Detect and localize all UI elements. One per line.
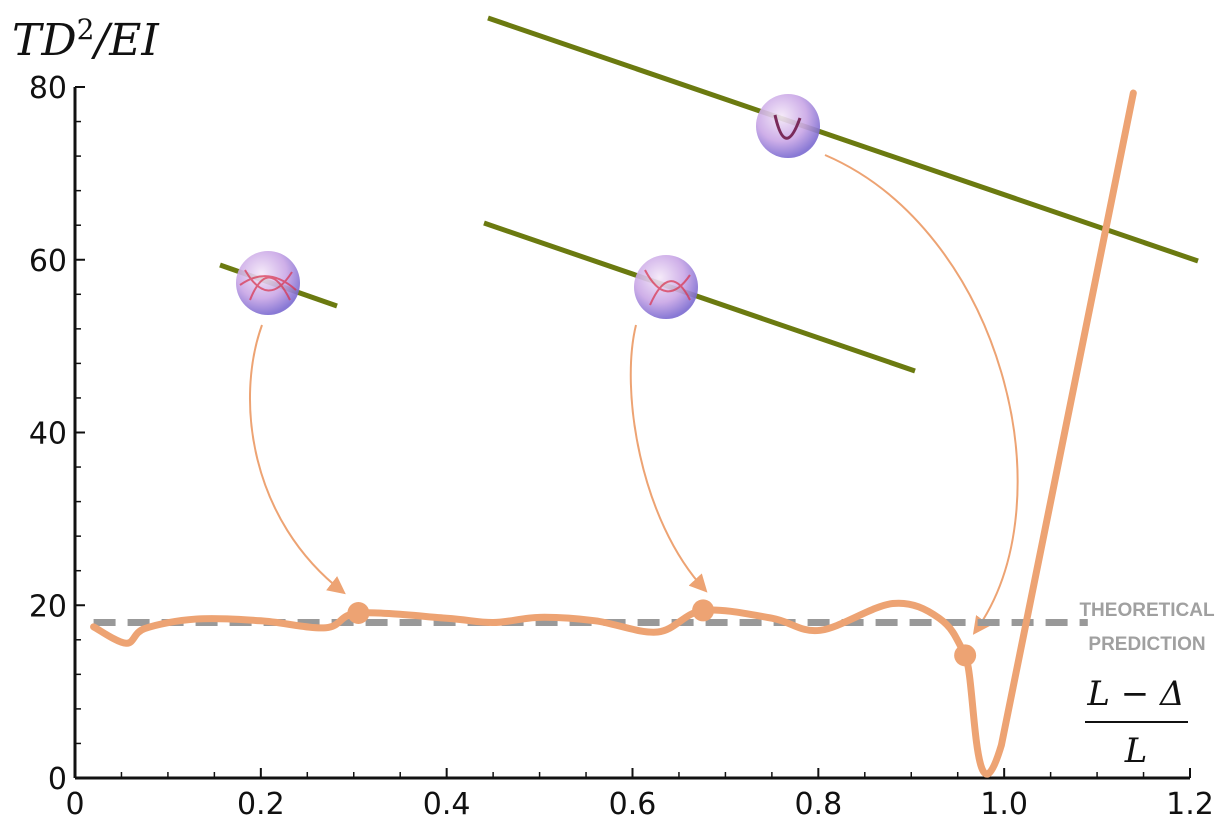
y-tick-label: 60 (29, 244, 67, 279)
x-label-denominator: L (1124, 731, 1148, 771)
annotation: THEORETICAL (1079, 600, 1215, 621)
y-tick-label: 80 (29, 71, 67, 106)
insets (219, 15, 1199, 635)
y-tick-label: 20 (29, 589, 67, 624)
y-label-base: TD (12, 15, 77, 66)
marker (347, 602, 370, 625)
x-tick-label: 0.8 (794, 787, 842, 822)
y-label-sup: 2 (77, 13, 95, 46)
data-line (90, 89, 1137, 778)
x-tick-label: 0.2 (237, 787, 285, 822)
x-tick-label: 0.6 (609, 787, 657, 822)
y-axis-label: TD2/EI (12, 13, 160, 66)
y-tick-label: 40 (29, 417, 67, 452)
x-tick-label: 1.0 (980, 787, 1028, 822)
marker (954, 644, 977, 667)
x-label-numerator: L − Δ (1086, 674, 1184, 714)
y-tick-label: 0 (48, 762, 67, 797)
annotation: PREDICTION (1088, 634, 1205, 655)
y-label-rest: /EI (90, 15, 160, 66)
marker (692, 599, 715, 622)
x-tick-label: 1.2 (1166, 787, 1214, 822)
x-tick-label: 0.4 (423, 787, 471, 822)
x-tick-label: 0 (65, 787, 84, 822)
